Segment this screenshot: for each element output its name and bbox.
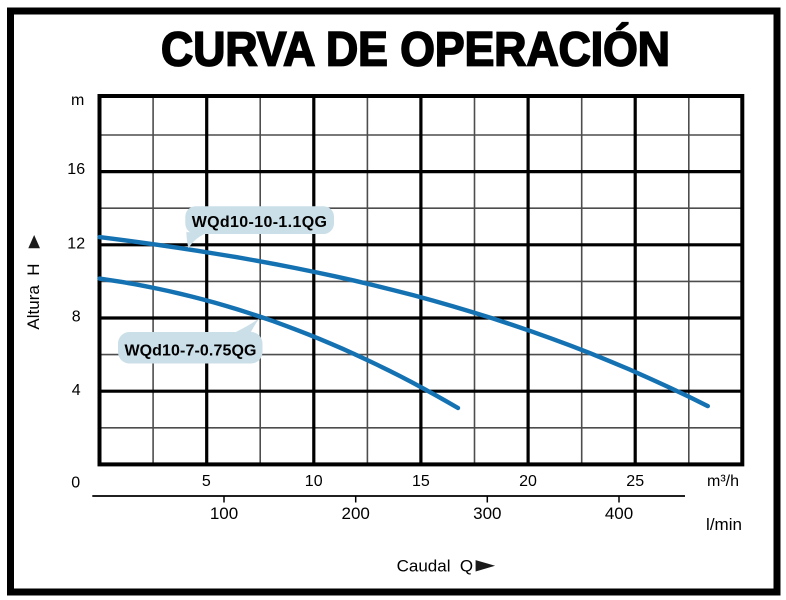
svg-text:Caudal Q: Caudal Q bbox=[397, 557, 474, 576]
svg-text:0: 0 bbox=[71, 474, 80, 491]
svg-text:l/min: l/min bbox=[706, 515, 742, 534]
svg-text:m³/h: m³/h bbox=[707, 473, 739, 490]
svg-text:Altura H: Altura H bbox=[24, 263, 43, 329]
svg-text:300: 300 bbox=[473, 504, 501, 523]
svg-text:WQd10-7-0.75QG: WQd10-7-0.75QG bbox=[124, 342, 256, 359]
svg-text:200: 200 bbox=[342, 504, 370, 523]
svg-text:8: 8 bbox=[72, 309, 81, 326]
svg-text:16: 16 bbox=[67, 161, 85, 178]
svg-text:400: 400 bbox=[605, 504, 633, 523]
svg-text:4: 4 bbox=[72, 382, 81, 399]
svg-text:12: 12 bbox=[67, 236, 85, 253]
svg-text:100: 100 bbox=[210, 504, 238, 523]
svg-text:5: 5 bbox=[202, 473, 211, 490]
svg-text:25: 25 bbox=[626, 473, 644, 490]
svg-text:WQd10-10-1.1QG: WQd10-10-1.1QG bbox=[192, 214, 328, 231]
svg-text:15: 15 bbox=[412, 473, 430, 490]
svg-text:10: 10 bbox=[305, 473, 323, 490]
svg-text:CURVA DE OPERACIÓN: CURVA DE OPERACIÓN bbox=[161, 22, 670, 76]
svg-text:20: 20 bbox=[519, 473, 537, 490]
svg-text:m: m bbox=[71, 92, 84, 109]
